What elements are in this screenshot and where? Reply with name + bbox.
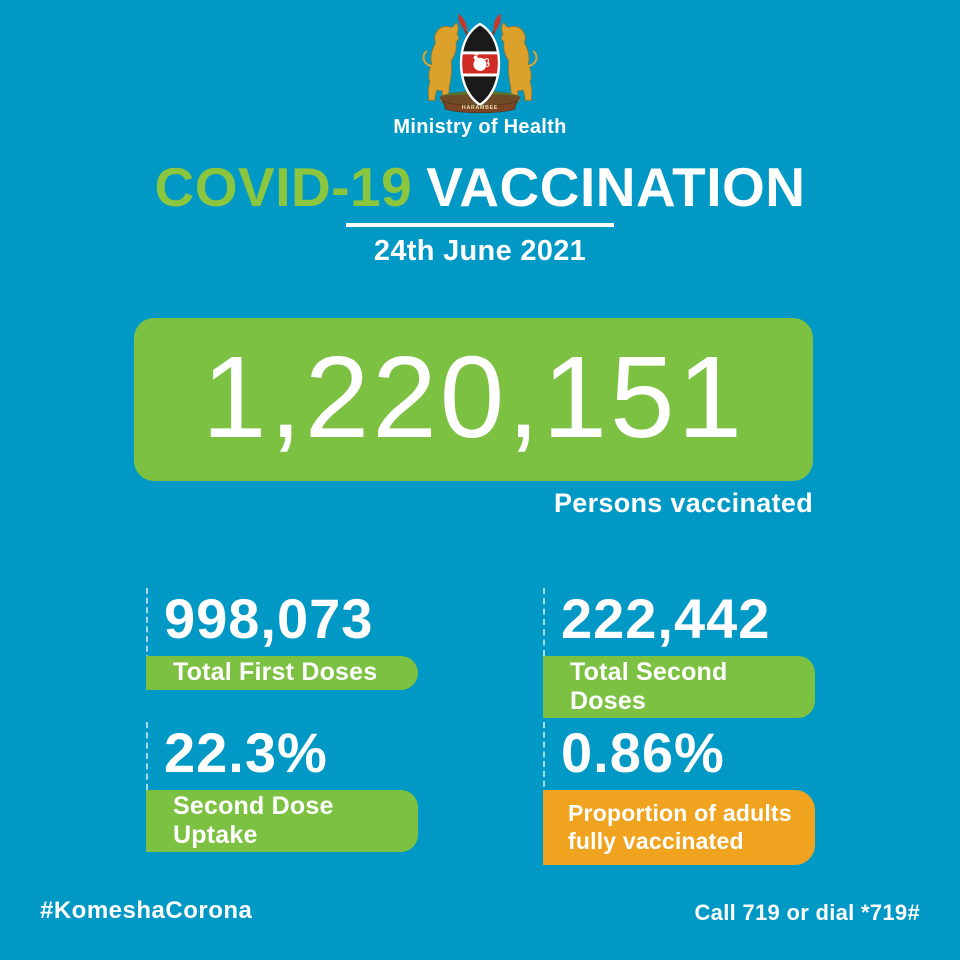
stat-total-first-doses: 998,073 Total First Doses: [146, 588, 446, 690]
lion-left: [422, 21, 460, 102]
stat-value: 222,442: [561, 587, 771, 650]
stat-label-bar: Proportion of adults fully vaccinated: [543, 789, 815, 866]
title-covid19: COVID-19: [154, 156, 413, 218]
total-vaccinated-caption: Persons vaccinated: [553, 488, 813, 518]
total-vaccinated-value: 1,220,151: [201, 331, 746, 462]
stat-value: 0.86%: [561, 721, 725, 784]
call-info-label: Call 719 or dial *719#: [694, 900, 920, 925]
title-vaccination: VACCINATION: [426, 156, 806, 218]
total-vaccinated-box: 1,220,151: [134, 318, 813, 481]
emblem-banner-text: HARAMBEE: [462, 105, 498, 111]
kenya-coat-of-arms-icon: HARAMBEE: [422, 13, 538, 114]
rooster-icon: [473, 52, 490, 71]
stat-label-bar: Second Dose Uptake: [146, 789, 418, 852]
emblem-banner: HARAMBEE: [442, 100, 518, 114]
ministry-label: Ministry of Health: [393, 116, 567, 138]
title-underline: [346, 223, 614, 227]
emblem-wrap: HARAMBEE: [0, 13, 960, 118]
lion-right: [500, 21, 538, 102]
stat-second-dose-uptake: 22.3% Second Dose Uptake: [146, 722, 446, 852]
stat-total-second-doses: 222,442 Total Second Doses: [543, 588, 843, 718]
stat-label-bar: Total Second Doses: [543, 655, 815, 718]
report-date: 24th June 2021: [373, 235, 587, 267]
stat-value: 22.3%: [164, 721, 328, 784]
stat-adults-fully-vaccinated: 0.86% Proportion of adults fully vaccina…: [543, 721, 843, 866]
stat-label-bar: Total First Doses: [146, 655, 418, 690]
stat-value: 998,073: [164, 587, 374, 650]
hashtag-label: #KomeshaCorona: [40, 897, 253, 924]
page-title: COVID-19 VACCINATION: [0, 160, 960, 215]
